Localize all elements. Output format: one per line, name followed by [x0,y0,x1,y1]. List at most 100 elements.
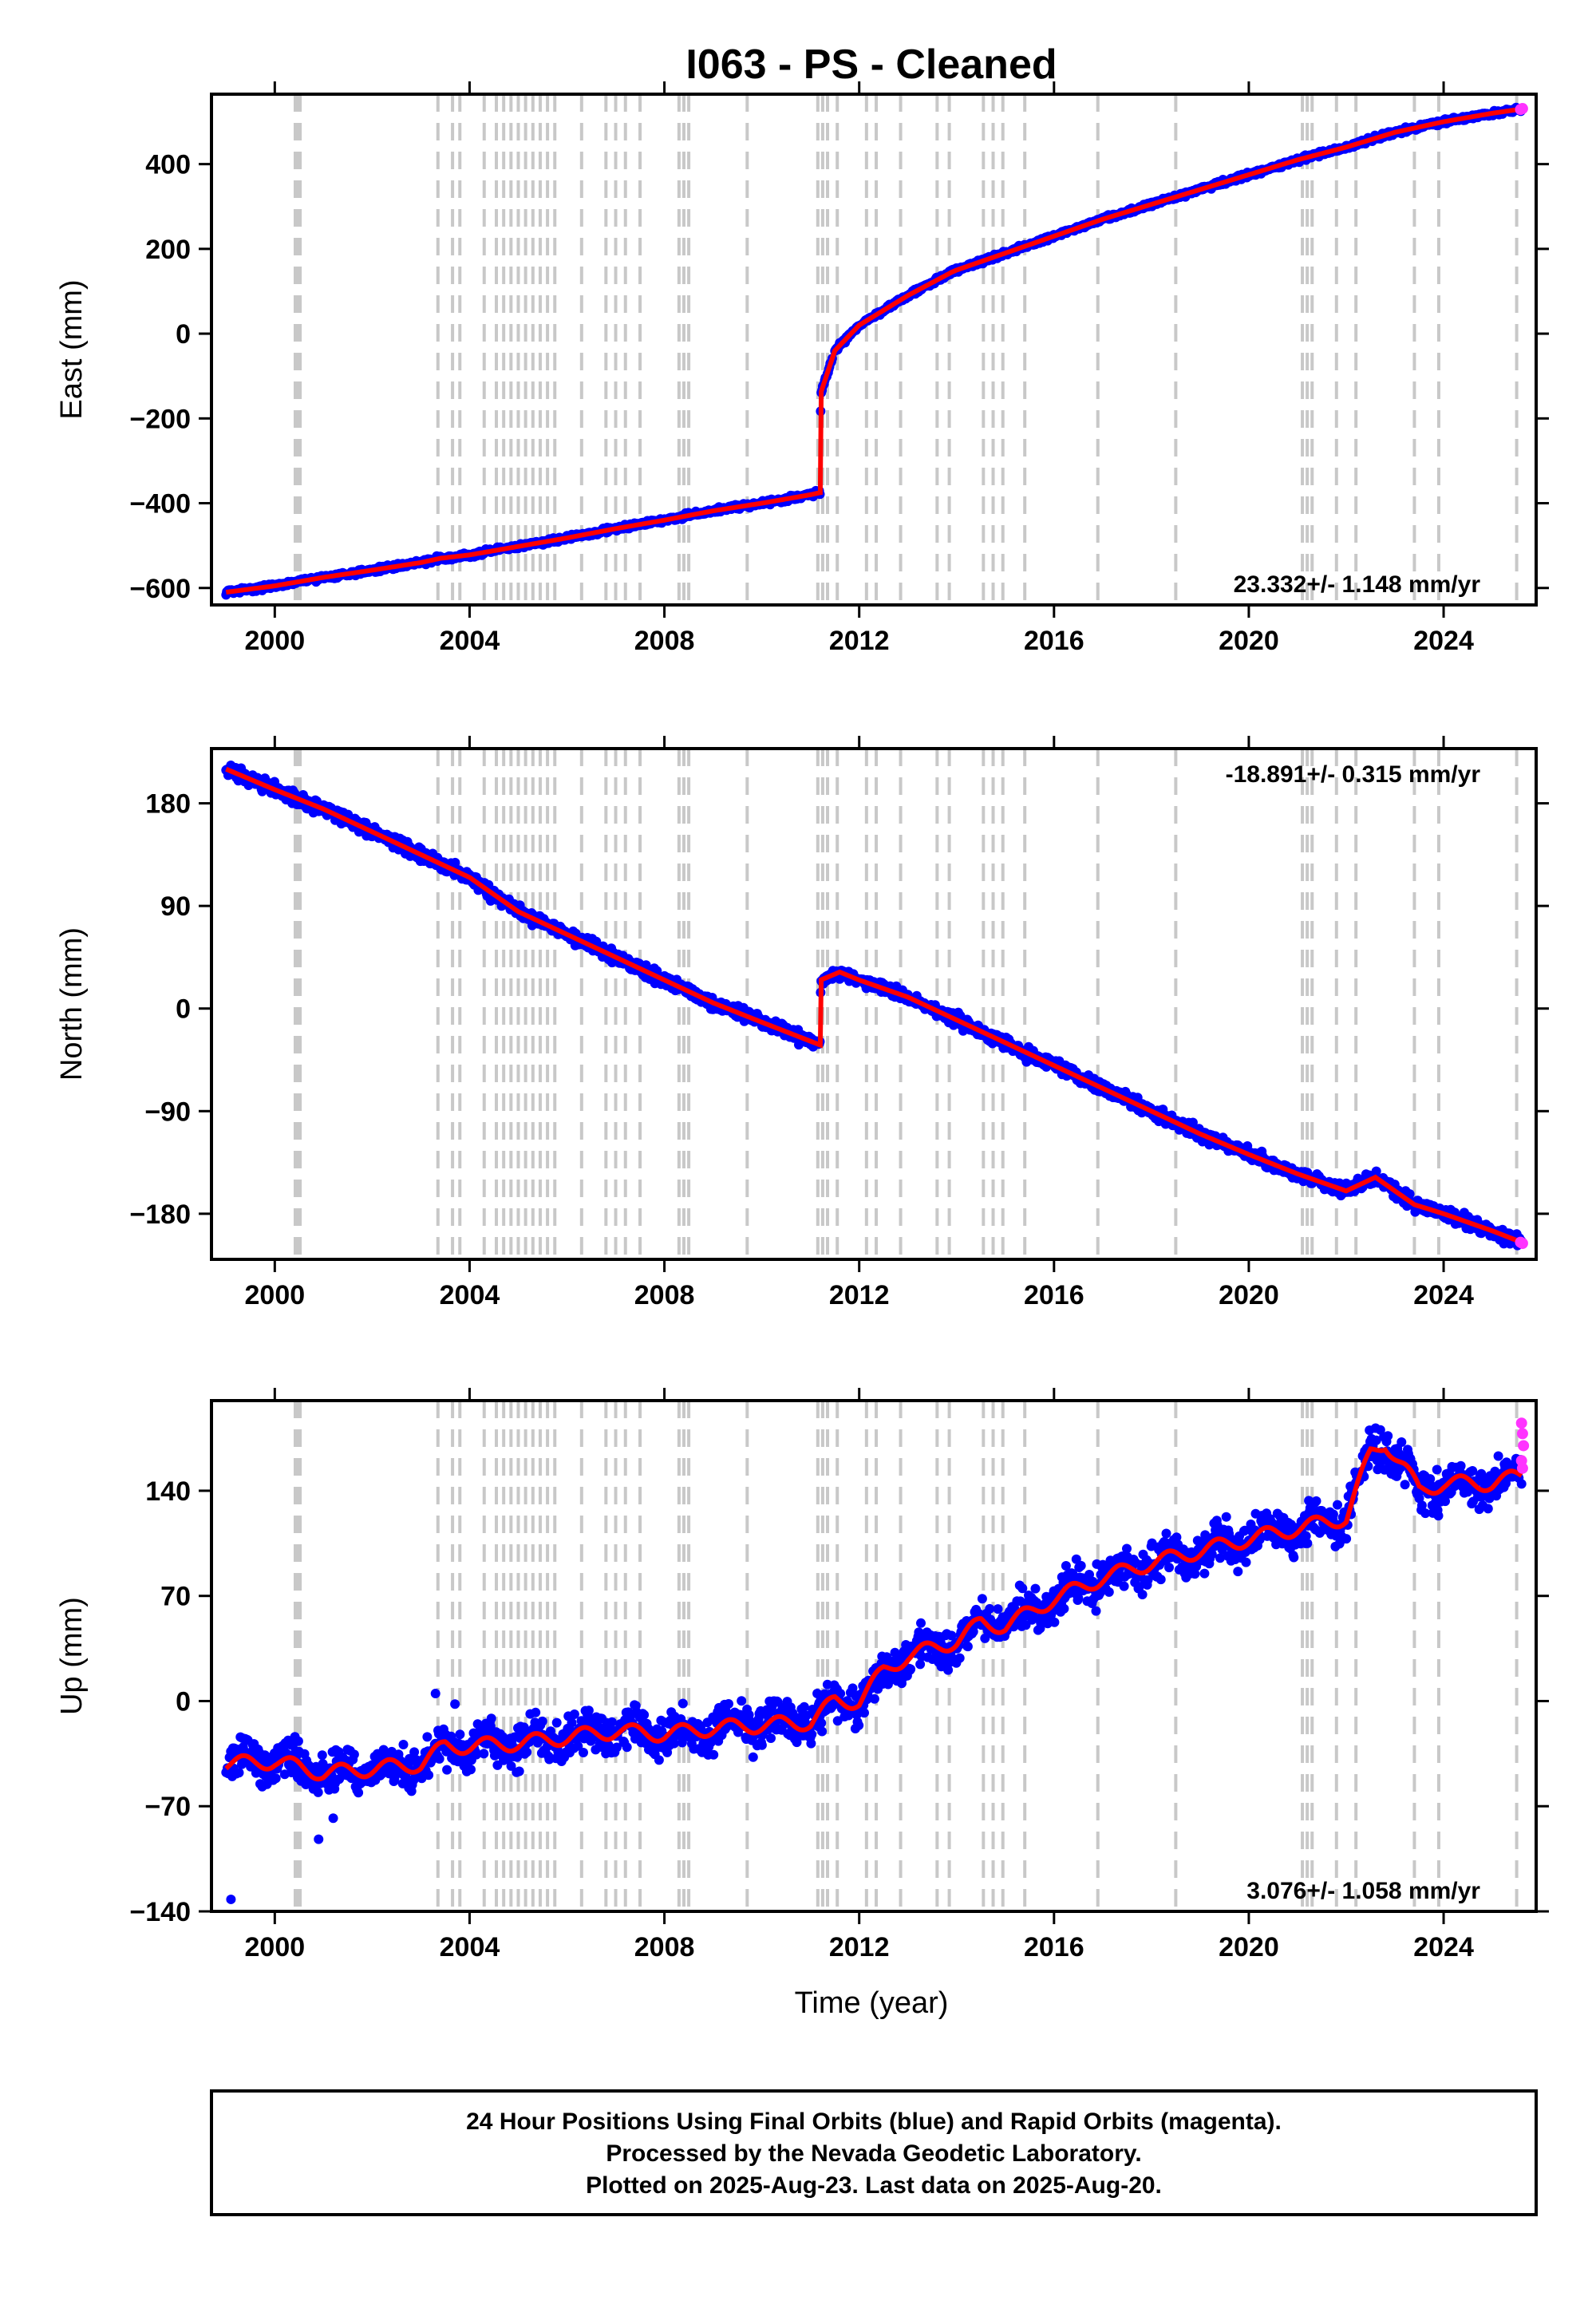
panel-north: 2000 2004 2008 2012 2016 2020 2024 −180 −90 0 90 18… [55,736,1549,1310]
plot-frame [210,747,1538,1261]
y-tick-label: 180 [145,789,191,820]
x-tick-label: 2004 [440,1280,500,1310]
final-orbit-point [234,1768,244,1778]
final-orbit-point [709,1749,719,1760]
rapid-orbit-point [1516,1238,1528,1249]
final-orbit-point [654,1755,664,1765]
y-tick-label: −400 [129,489,191,520]
final-orbit-point [442,1765,452,1775]
x-tick-label: 2016 [1024,626,1084,656]
panel-east: 2000 2004 2008 2012 2016 2020 2024−600−400−200… [55,81,1549,656]
y-tick-label: −180 [129,1199,191,1230]
x-tick-label: 2012 [829,1280,890,1310]
x-tick-label: 2000 [245,626,306,656]
final-orbit-point [854,1720,864,1730]
chart-title: I063 - PS - Cleaned [685,41,1057,88]
final-orbit-point [748,1752,758,1762]
final-orbit-point [792,1737,802,1748]
final-orbit-point [293,1736,303,1746]
final-orbit-point [816,1718,827,1728]
y-tick-label: −600 [129,574,191,604]
final-orbit-point [757,1740,767,1750]
final-orbit-point [807,1729,817,1740]
y-tick-label: 90 [160,891,191,922]
y-axis-label: North (mm) [55,927,89,1081]
rate-label: 23.332+/- 1.148 mm/yr [1234,571,1481,598]
y-tick-label: 0 [176,994,191,1025]
final-orbit-point [479,1749,489,1759]
final-orbit-point [766,1733,776,1743]
final-orbit-point [551,1717,562,1728]
final-orbit-point [398,1740,409,1749]
final-orbit-point [678,1698,688,1709]
final-orbit-point [1371,1166,1381,1176]
final-orbit-point [801,1710,812,1721]
final-orbit-point [569,1709,579,1719]
y-tick-label: 0 [176,319,191,350]
final-orbit-point [450,857,460,868]
final-orbit-point [313,1787,323,1797]
panel-up: 2000 2004 2008 2012 2016 2020 2024−140−7007014… [55,1388,1549,1962]
x-tick-label: 2008 [634,1280,695,1310]
model-curve [225,106,1523,595]
final-orbit-point [579,1748,588,1757]
x-tick-label: 2008 [634,626,695,656]
final-orbit-point [669,1738,679,1749]
final-orbit-point [832,1716,843,1726]
final-orbit-point [317,1750,327,1761]
y-axis-label: East (mm) [55,279,89,419]
final-orbit-point [817,1726,828,1737]
final-orbit-point [573,1741,583,1751]
y-tick-label: −90 [144,1097,191,1127]
final-orbit-point [583,1705,594,1716]
final-orbit-point [434,1753,444,1764]
y-tick-label: −200 [129,404,191,434]
x-tick-label: 2016 [1024,1280,1084,1310]
final-orbit-point [455,1729,465,1740]
final-orbit-point [611,1742,622,1753]
final-orbit-point [606,1717,617,1727]
x-tick-label: 2012 [829,626,890,656]
y-tick-label: 200 [145,235,191,265]
final-orbit-point [471,1749,481,1760]
final-orbit-point [788,1708,798,1718]
y-tick-label: 400 [145,150,191,180]
final-orbit-point [677,1737,687,1748]
plot-area [221,749,1528,1259]
final-orbit-point [522,1747,532,1757]
final-orbit-point [639,1709,650,1720]
final-orbit-point [859,1708,869,1718]
x-tick-label: 2020 [1219,626,1279,656]
final-orbit-point [724,1699,733,1709]
final-orbit-point [514,1766,524,1777]
final-orbit-point [869,1694,879,1704]
plot-frame [210,93,1538,607]
final-orbit-point [422,1732,433,1742]
final-orbit-point [486,1713,496,1724]
x-tick-label: 2024 [1413,1280,1474,1310]
x-tick-label: 2004 [440,626,500,656]
final-orbit-point [806,1738,816,1749]
final-orbit-point [349,1749,359,1760]
final-orbit-point [271,1773,281,1784]
final-orbit-point [567,1717,577,1728]
final-orbit-point [424,1770,434,1780]
x-tick-label: 2020 [1219,1280,1279,1310]
final-orbit-point [512,1752,523,1762]
panels: 2000 2004 2008 2012 2016 2020 2024−600−400−200… [55,81,1549,1962]
final-orbit-point [531,1707,541,1717]
final-orbit-point [506,1761,516,1771]
x-tick-label: 2000 [245,1280,306,1310]
final-orbit-point [847,1683,858,1694]
final-orbit-point [466,1765,476,1775]
final-orbit-point [733,1727,743,1737]
x-tick-label: 2024 [1413,626,1474,656]
final-orbit-point [622,1742,632,1753]
plot-area [221,94,1528,605]
model-curve [225,766,1523,1245]
rate-label: -18.891+/- 0.315 mm/yr [1226,761,1481,788]
final-orbit-point [737,1696,747,1706]
plot-area [221,1401,1530,1911]
final-orbit-point [354,1788,364,1798]
